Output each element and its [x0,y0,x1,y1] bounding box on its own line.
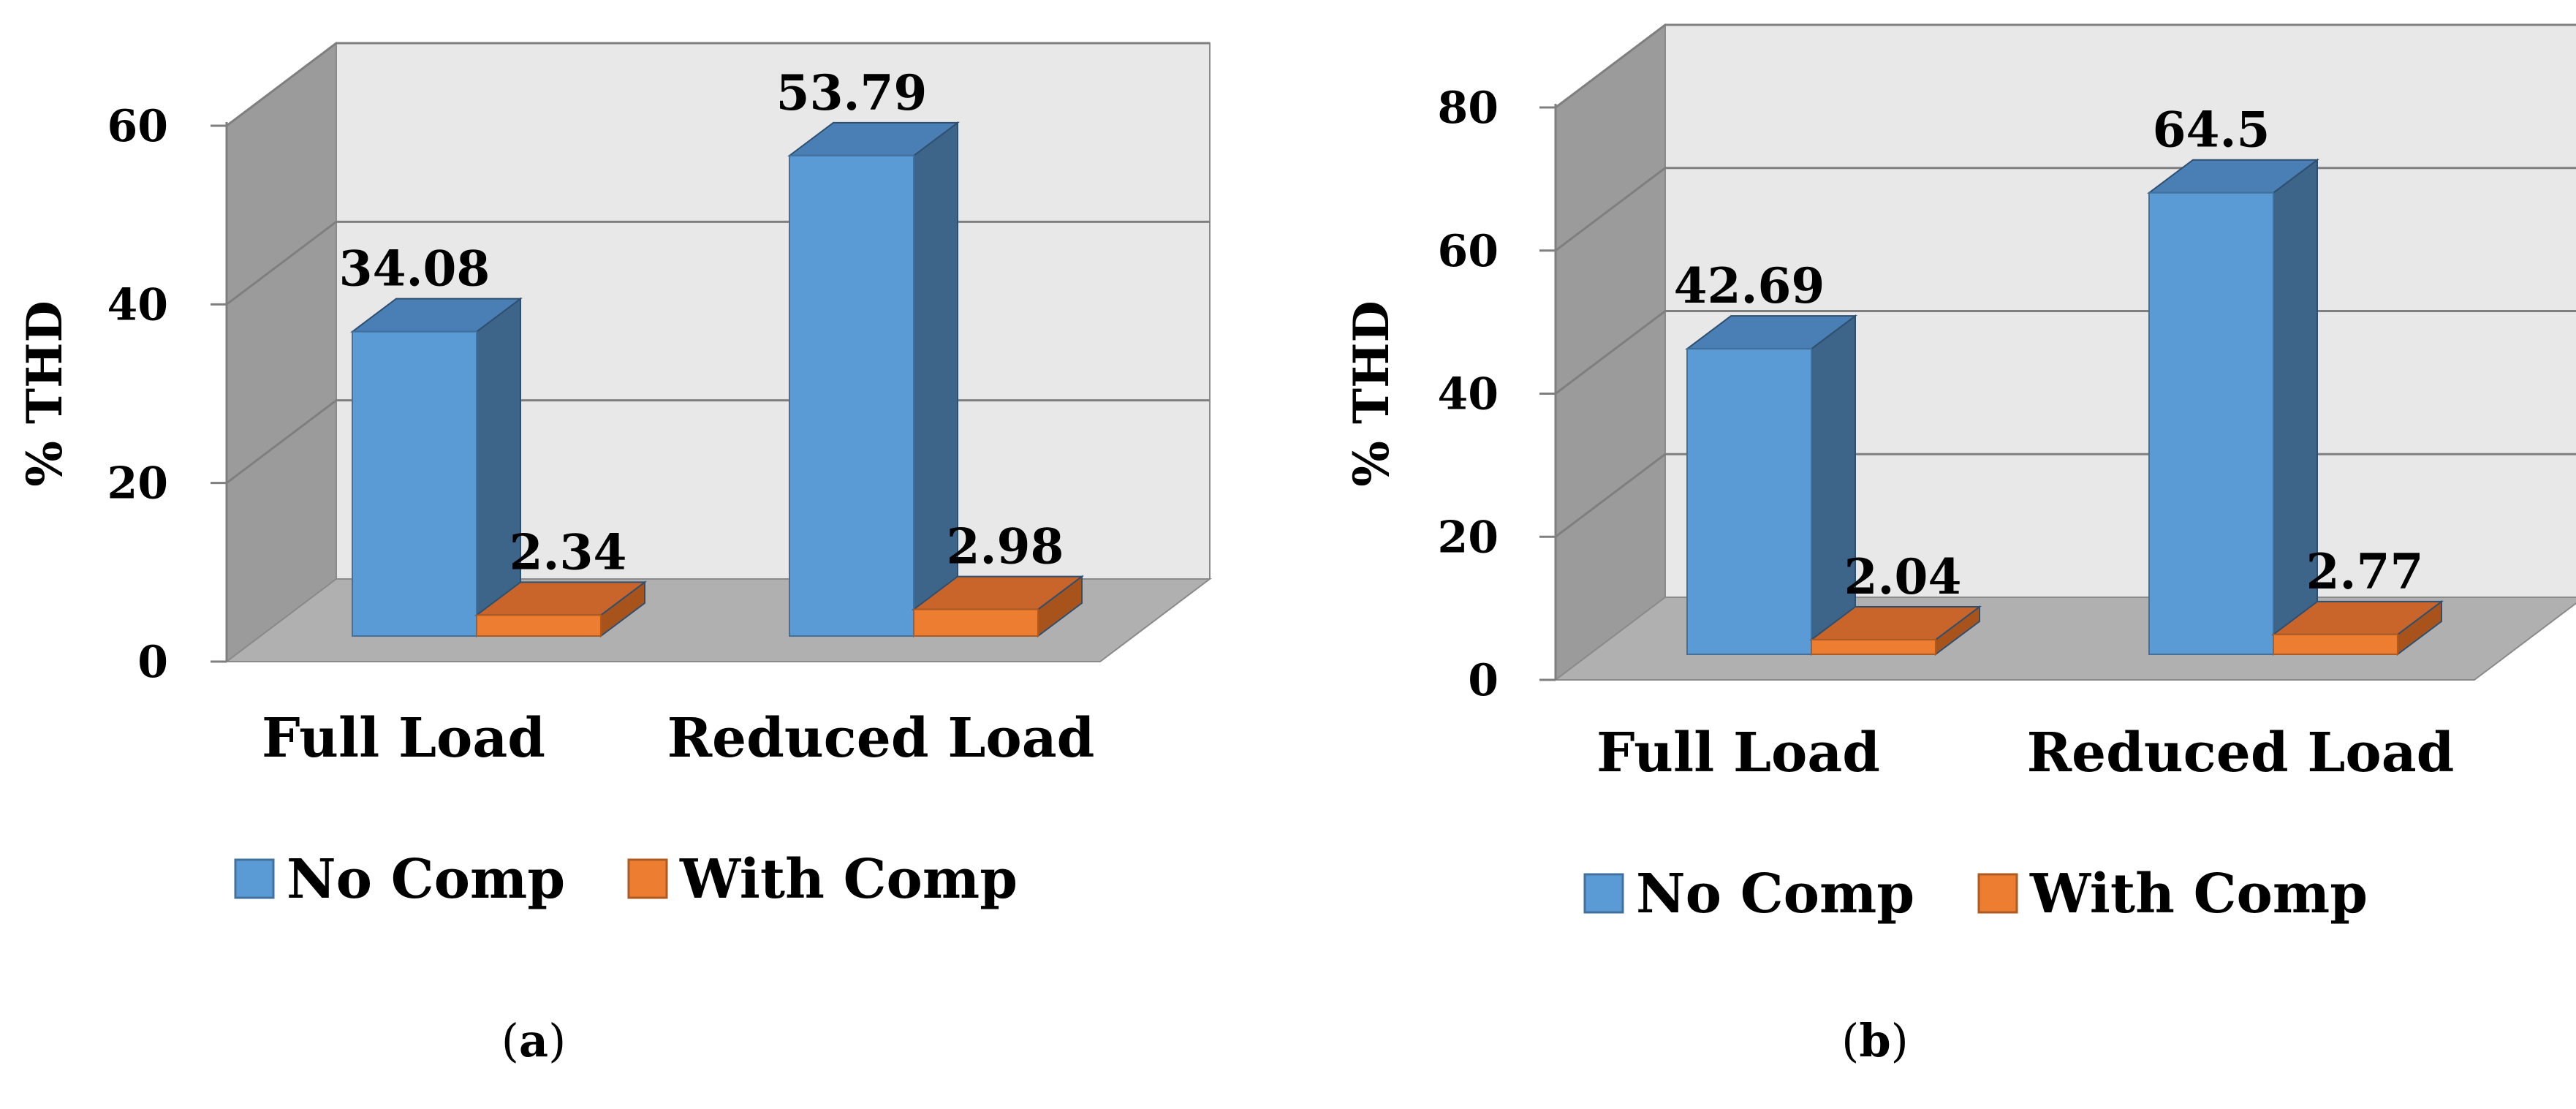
y-tick-label: 80 [1438,83,1499,134]
data-label: 2.77 [2306,543,2424,600]
legend-swatch [234,858,275,899]
panel-caption: (b) [1841,1014,1909,1067]
legend-swatch [1977,873,2018,914]
data-label: 2.98 [947,518,1064,575]
y-tick-label: 20 [1438,512,1499,563]
bar-with-comp [2271,599,2444,656]
legend-label: With Comp [679,848,1018,911]
bar-front [1811,639,1936,656]
legend: No Comp With Comp [1583,863,2368,926]
y-tick-label: 40 [1438,369,1499,420]
y-tick-label: 0 [137,637,168,688]
y-tick-label: 0 [1468,655,1499,706]
data-label: 42.69 [1674,257,1825,314]
bar-with-comp [1809,605,1982,656]
gridline [226,42,1210,127]
legend-swatch [627,858,668,899]
data-label: 2.04 [1844,548,1962,605]
gridline [1555,23,2576,109]
bar-front [2148,192,2274,655]
legend-swatch [1583,873,1624,914]
legend-label: With Comp [2029,863,2368,926]
y-tick-label: 20 [107,458,169,510]
bar-front [352,330,477,637]
bar-front [789,154,914,637]
side-wall [226,41,337,664]
bar-with-comp [474,580,647,637]
legend-label: No Comp [1636,863,1914,926]
bar-front [913,608,1039,637]
data-label: 64.5 [2153,102,2270,159]
bar-front [476,614,602,637]
y-axis-label: % THD [16,300,73,486]
data-label: 34.08 [339,241,490,298]
bar-no-comp [350,297,523,637]
data-label: 2.34 [509,523,627,580]
y-tick-label: 60 [107,101,169,152]
chart-a: 0 20 40 60 % THD 34.08 2.34 Full Load 53.79 2.98 R… [16,41,1212,1067]
panel-caption: (a) [501,1014,567,1067]
legend-label: No Comp [287,848,565,911]
bar-no-comp [1685,314,1857,656]
y-tick-label: 40 [107,279,169,330]
category-label: Reduced Load [667,707,1095,770]
bar-side [476,297,521,637]
legend: No Comp With Comp [234,848,1018,911]
category-label: Full Load [1596,722,1880,784]
bar-front [2273,633,2398,655]
y-tick-label: 60 [1438,226,1499,277]
category-label: Reduced Load [2027,722,2455,784]
data-label: 53.79 [776,64,928,121]
bar-front [1686,348,1812,655]
bar-no-comp [2146,158,2320,656]
y-axis-label: % THD [1343,300,1400,486]
chart-b: 0 20 40 60 80 % THD 42.69 2.04 Full Load 64.5 2.77… [1343,23,2576,1067]
category-label: Full Load [262,707,545,770]
bar-no-comp [787,121,960,637]
bar-with-comp [912,575,1084,637]
